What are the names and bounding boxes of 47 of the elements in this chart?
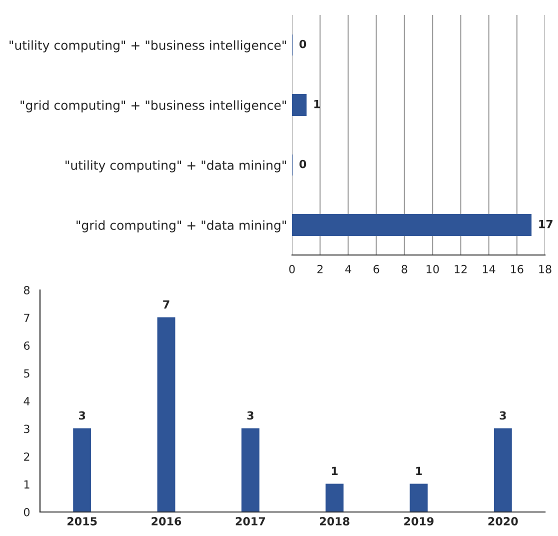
x-tick-label: 2019 [404,517,434,526]
y-tick-label: 0 [24,508,30,516]
bar [292,94,307,116]
data-label: 0 [299,40,306,48]
x-tick-label: 14 [482,265,496,274]
y-tick-label: "grid computing" + "data mining" [76,220,286,232]
bar [241,428,260,512]
y-tick-label: 4 [24,397,30,406]
data-label: 3 [78,411,86,420]
y-tick-label: 2 [24,452,30,461]
data-label: 1 [416,466,422,475]
bar [494,428,512,512]
y-tick-label: 7 [24,314,30,322]
x-tick-label: 2018 [320,517,350,526]
data-label: 7 [163,300,170,308]
y-tick-label: 3 [24,424,30,434]
data-label: 1 [332,466,338,475]
y-tick-label: 1 [24,480,30,488]
x-tick-label: 10 [426,264,439,274]
bar [73,428,92,512]
data-label: 0 [299,160,306,168]
y-tick-label: "utility computing" + "data mining" [66,160,286,172]
y-tick-label: "grid computing" + "business intelligence" [20,100,286,112]
x-tick-label: 2020 [488,517,518,526]
x-tick-label: 18 [539,264,552,274]
data-label: 3 [247,411,254,420]
x-tick-label: 8 [402,264,408,274]
x-tick-label: 2 [317,264,323,274]
x-tick-label: 12 [454,264,467,274]
x-tick-label: 6 [374,264,380,274]
y-tick-label: 5 [24,369,30,378]
x-tick-label: 2017 [236,517,265,526]
y-tick-label: 8 [24,286,30,294]
data-label: 3 [500,411,506,420]
x-tick-label: 0 [289,264,295,274]
y-tick-label: 6 [24,341,30,350]
x-tick-label: 2016 [152,517,182,526]
bar [326,484,344,512]
x-tick-label: 16 [511,264,524,274]
data-label: 17 [539,220,552,228]
x-tick-label: 4 [345,265,352,274]
data-label: 1 [314,100,320,108]
bar [292,214,532,236]
y-tick-label: "utility computing" + "business intelligence" [10,40,286,52]
bar [157,317,176,512]
bar [410,484,428,512]
x-tick-label: 2015 [68,517,97,526]
